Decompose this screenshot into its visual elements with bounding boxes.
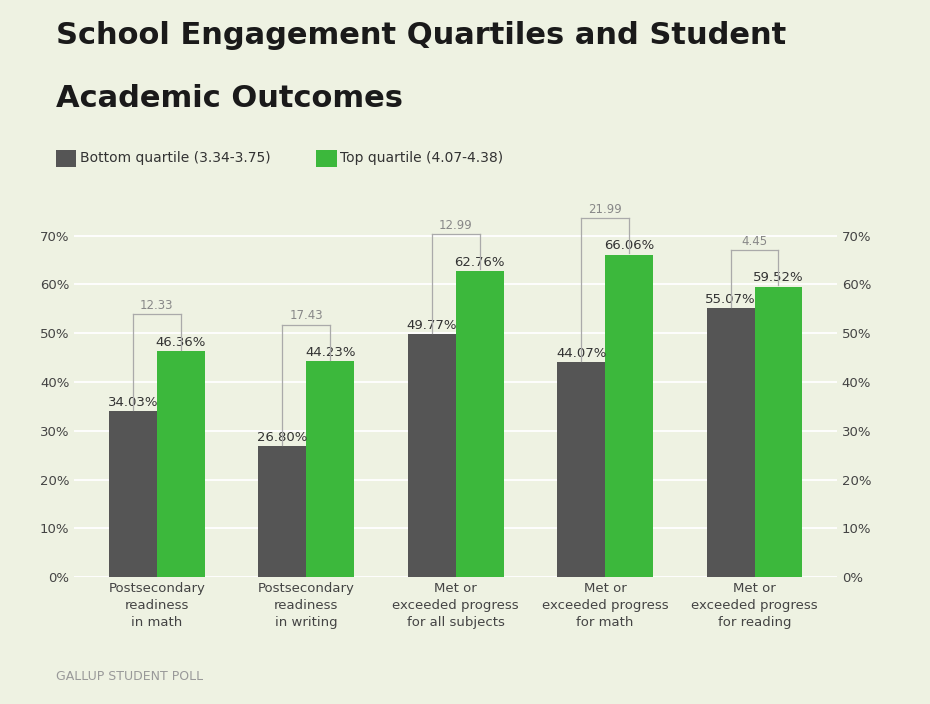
- Text: 66.06%: 66.06%: [604, 239, 654, 253]
- Text: 59.52%: 59.52%: [753, 271, 804, 284]
- Text: 44.23%: 44.23%: [305, 346, 355, 359]
- Text: 12.99: 12.99: [439, 219, 472, 232]
- Bar: [707, 308, 754, 577]
- Bar: [456, 271, 503, 577]
- Text: School Engagement Quartiles and Student: School Engagement Quartiles and Student: [56, 21, 786, 50]
- Bar: [259, 446, 306, 577]
- Text: 21.99: 21.99: [589, 203, 622, 216]
- Text: Academic Outcomes: Academic Outcomes: [56, 84, 403, 113]
- Text: 62.76%: 62.76%: [455, 256, 505, 268]
- Text: 26.80%: 26.80%: [258, 431, 308, 444]
- Bar: [754, 287, 803, 577]
- Bar: [157, 351, 205, 577]
- Text: Top quartile (4.07-4.38): Top quartile (4.07-4.38): [340, 151, 503, 165]
- Text: 12.33: 12.33: [140, 299, 174, 312]
- Text: Bottom quartile (3.34-3.75): Bottom quartile (3.34-3.75): [80, 151, 271, 165]
- Bar: [605, 255, 653, 577]
- Text: GALLUP STUDENT POLL: GALLUP STUDENT POLL: [56, 670, 203, 683]
- Bar: [306, 361, 354, 577]
- Bar: [109, 411, 157, 577]
- Text: 34.03%: 34.03%: [108, 396, 158, 409]
- Text: 44.07%: 44.07%: [556, 347, 606, 360]
- Text: 55.07%: 55.07%: [705, 293, 756, 306]
- Bar: [408, 334, 456, 577]
- Text: 4.45: 4.45: [741, 234, 767, 248]
- Text: 17.43: 17.43: [289, 309, 323, 322]
- Bar: [557, 362, 605, 577]
- Text: 46.36%: 46.36%: [155, 336, 206, 348]
- Text: 49.77%: 49.77%: [406, 319, 457, 332]
